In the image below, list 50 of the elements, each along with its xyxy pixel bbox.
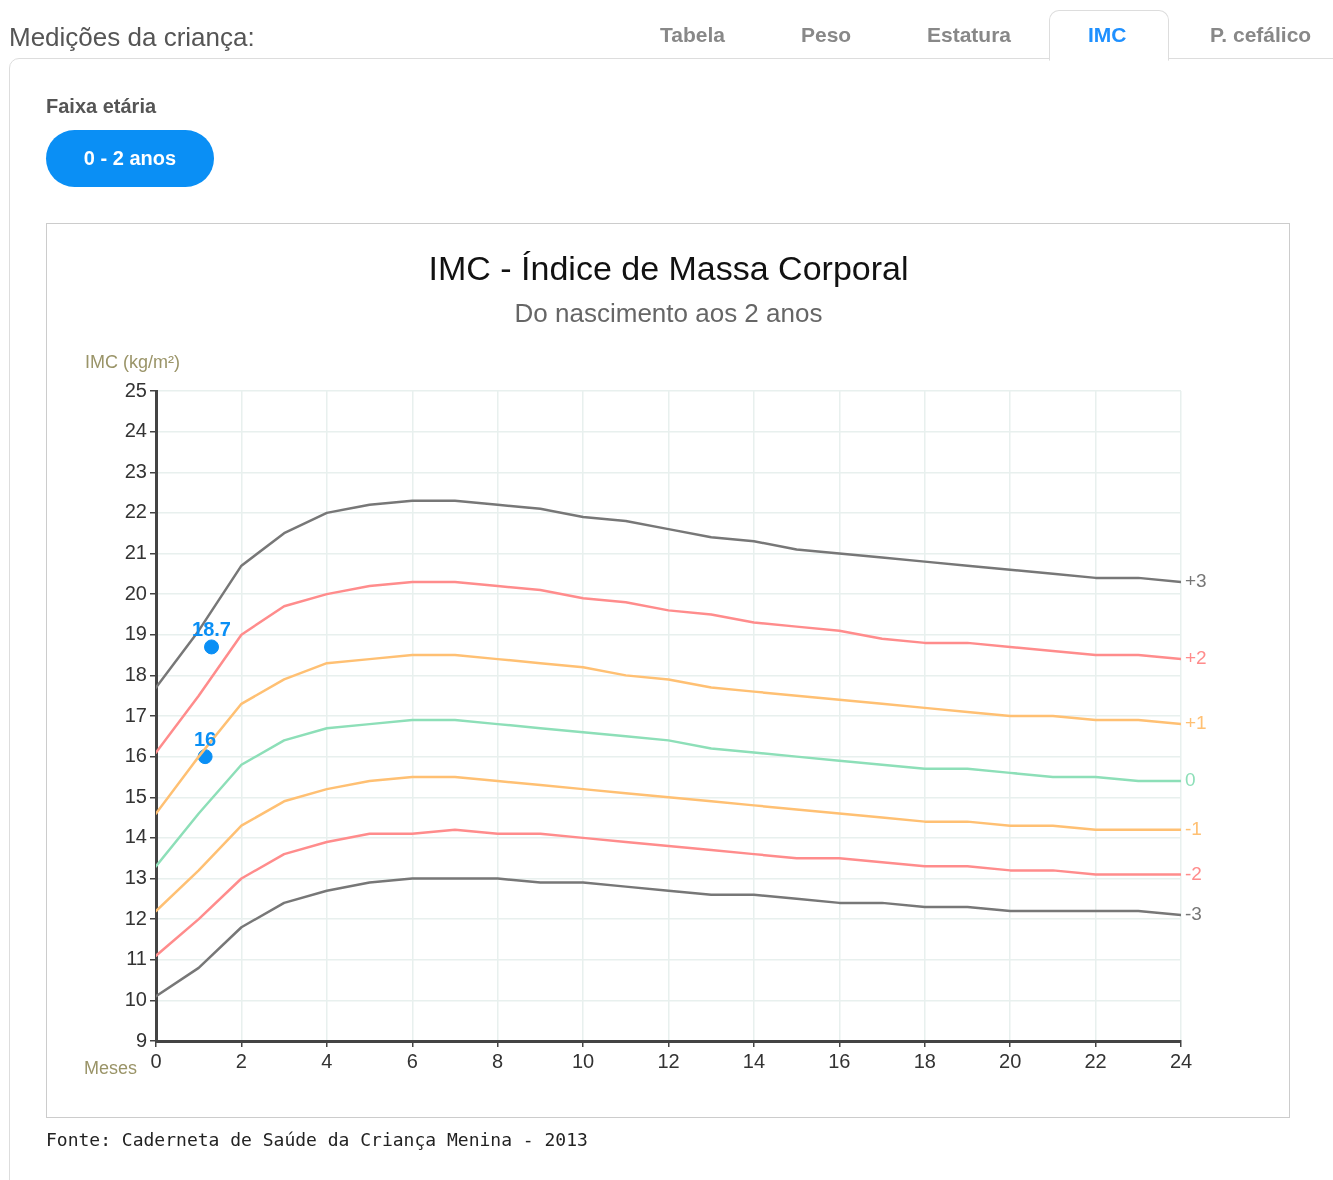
- y-tick-label: 11: [126, 947, 147, 970]
- series-label: +2: [1185, 647, 1207, 669]
- chart-title: IMC - Índice de Massa Corporal: [428, 249, 909, 288]
- y-tick-label: 20: [124, 581, 147, 604]
- x-axis-title: Meses: [83, 1057, 137, 1078]
- y-tick-label: 14: [124, 825, 147, 848]
- series-label: +3: [1185, 570, 1207, 592]
- x-tick-label: 4: [321, 1049, 333, 1072]
- x-tick-label: 16: [828, 1049, 851, 1072]
- y-tick-label: 19: [124, 622, 147, 645]
- y-tick-label: 17: [124, 703, 147, 726]
- text: Tabela: [660, 23, 725, 47]
- y-tick-label: 25: [124, 378, 147, 401]
- chart-subtitle: Do nascimento aos 2 anos: [514, 298, 823, 329]
- y-tick-label: 9: [135, 1028, 147, 1051]
- series-label: -1: [1185, 817, 1202, 839]
- x-tick-label: 2: [235, 1049, 247, 1072]
- text: Faixa etária: [46, 95, 157, 118]
- series-label: +1: [1185, 712, 1207, 734]
- y-tick-label: 12: [124, 906, 147, 929]
- y-tick-label: 24: [124, 419, 147, 442]
- source-note: Fonte: Caderneta de Saúde da Criança Menina - 2013: [46, 1129, 588, 1150]
- y-tick-label: 23: [124, 459, 147, 482]
- text: 0 - 2 anos: [46, 130, 214, 187]
- y-tick-label: 21: [124, 541, 147, 564]
- x-tick-label: 14: [742, 1049, 766, 1072]
- y-tick-label: 16: [124, 744, 147, 767]
- x-tick-label: 6: [406, 1049, 418, 1072]
- x-tick-label: 20: [999, 1049, 1022, 1072]
- x-tick-label: 12: [657, 1049, 680, 1072]
- y-tick-label: 22: [124, 500, 147, 523]
- x-tick-label: 24: [1169, 1049, 1193, 1072]
- x-tick-label: 18: [913, 1049, 936, 1072]
- x-tick-label: 8: [492, 1049, 504, 1072]
- series-label: -2: [1185, 862, 1202, 884]
- series-label: -3: [1185, 903, 1202, 925]
- y-tick-label: 13: [124, 866, 147, 889]
- y-axis-title: IMC (kg/m²): [85, 351, 180, 372]
- y-tick-label: 18: [124, 662, 147, 685]
- text: Peso: [801, 23, 852, 47]
- x-tick-label: 10: [571, 1049, 595, 1072]
- series-label: 0: [1185, 769, 1196, 791]
- text: Estatura: [927, 23, 1012, 47]
- text: Medições da criança:: [9, 22, 255, 53]
- y-tick-label: 15: [124, 784, 147, 807]
- x-tick-label: 22: [1084, 1049, 1107, 1072]
- x-tick-label: 0: [150, 1049, 162, 1072]
- text: P. cefálico: [1210, 23, 1312, 47]
- y-tick-label: 10: [124, 987, 147, 1010]
- text: IMC: [1088, 23, 1127, 47]
